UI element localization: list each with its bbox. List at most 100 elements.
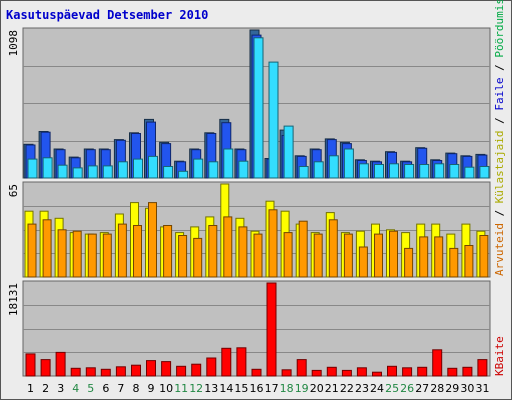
legend-item: Arvuteid [493,223,506,276]
bar-arvuteid [27,223,37,278]
bar-k-lastajaid [449,164,460,179]
bar-arvuteid [313,233,323,278]
chart-title: Kasutuspäevad Detsember 2010 [6,8,208,22]
bar-arvuteid [42,219,52,278]
bar-arvuteid [57,229,67,278]
bar-k-lastajaid [358,163,369,179]
day-label: 30 [460,382,474,395]
bar-kbaite [281,369,292,377]
day-label: 1 [27,382,34,395]
bar-kbaite [432,349,443,377]
bar-k-lastajaid [404,164,415,179]
day-label: 31 [476,382,490,395]
chart-legends: Külastajaid / Faile / Pöördumisi Arvuteid… [493,0,506,376]
bar-k-lastajaid [328,155,339,179]
day-label: 7 [117,382,124,395]
day-label: 22 [340,382,354,395]
bar-k-lastajaid [343,148,354,179]
day-label: 20 [310,382,324,395]
day-label: 23 [355,382,369,395]
bar-k-lastajaid [389,163,399,179]
day-label: 2 [42,382,49,395]
bar-kbaite [296,359,307,377]
bar-kbaite [417,366,428,377]
bar-k-lastajaid [178,170,189,179]
bar-k-lastajaid [193,158,204,179]
bar-arvuteid [163,225,173,278]
y-max-label: 1098 [7,30,20,57]
bar-kbaite [266,282,277,377]
day-label: 24 [370,382,384,395]
legend-item: Faile [493,78,506,111]
day-label: 29 [445,382,459,395]
bar-kbaite [131,364,141,377]
bar-k-lastajaid [27,158,38,179]
day-label: 12 [189,382,203,395]
bar-kbaite [115,366,126,377]
bars [25,282,488,377]
bar-kbaite [236,347,247,377]
day-label: 3 [57,382,64,395]
bar-k-lastajaid [374,164,384,179]
bar-arvuteid [72,230,82,278]
bar-kbaite [161,361,172,377]
bar-arvuteid [253,233,263,278]
bar-arvuteid [117,223,127,278]
bar-k-lastajaid [87,165,98,179]
bar-k-lastajaid [479,166,490,179]
day-label: 9 [148,382,155,395]
bar-arvuteid [102,233,112,278]
bar-arvuteid [223,216,233,278]
day-label: 17 [265,382,279,395]
bar-arvuteid [419,236,429,278]
bar-k-lastajaid [283,125,294,179]
bar-kbaite [25,353,36,377]
bar-kbaite [326,366,337,377]
bar-k-lastajaid [57,164,68,179]
bar-kbaite [447,367,458,377]
day-label: 28 [430,382,444,395]
bar-kbaite [70,367,81,377]
bar-k-lastajaid [464,166,475,179]
day-label: 4 [72,382,79,395]
bar-kbaite [251,368,262,377]
bar-kbaite [146,360,156,377]
bar-arvuteid [208,225,218,278]
day-label: 15 [234,382,248,395]
bar-kbaite [311,369,322,377]
bar-k-lastajaid [253,37,264,179]
bar-arvuteid [404,247,414,278]
bar-k-lastajaid [313,161,324,179]
day-label: 27 [415,382,429,395]
bars [23,29,490,179]
bar-kbaite [462,366,473,377]
bar-kbaite [372,371,382,377]
day-label: 13 [204,382,218,395]
panel-2: 65 [7,181,491,278]
day-label: 11 [174,382,188,395]
bar-k-lastajaid [117,161,128,179]
bar-arvuteid [374,233,383,278]
bar-arvuteid [449,247,459,278]
bar-arvuteid [464,245,474,278]
bar-arvuteid [178,235,188,278]
bar-kbaite [477,359,488,377]
bar-arvuteid [328,219,338,278]
bar-k-lastajaid [238,160,249,179]
bar-k-lastajaid [434,163,445,179]
bar-k-lastajaid [419,164,430,179]
day-label: 14 [219,382,233,395]
y-max-label: 18131 [7,283,20,316]
bar-kbaite [387,365,397,377]
bar-kbaite [100,368,111,377]
day-label: 25 [385,382,399,395]
bar-kbaite [40,359,51,377]
bar-arvuteid [87,233,97,278]
bar-arvuteid [479,235,489,278]
bar-k-lastajaid [268,61,279,179]
bar-arvuteid [283,232,293,278]
bar-k-lastajaid [223,148,234,179]
bar-arvuteid [434,236,444,278]
day-label: 19 [295,382,309,395]
